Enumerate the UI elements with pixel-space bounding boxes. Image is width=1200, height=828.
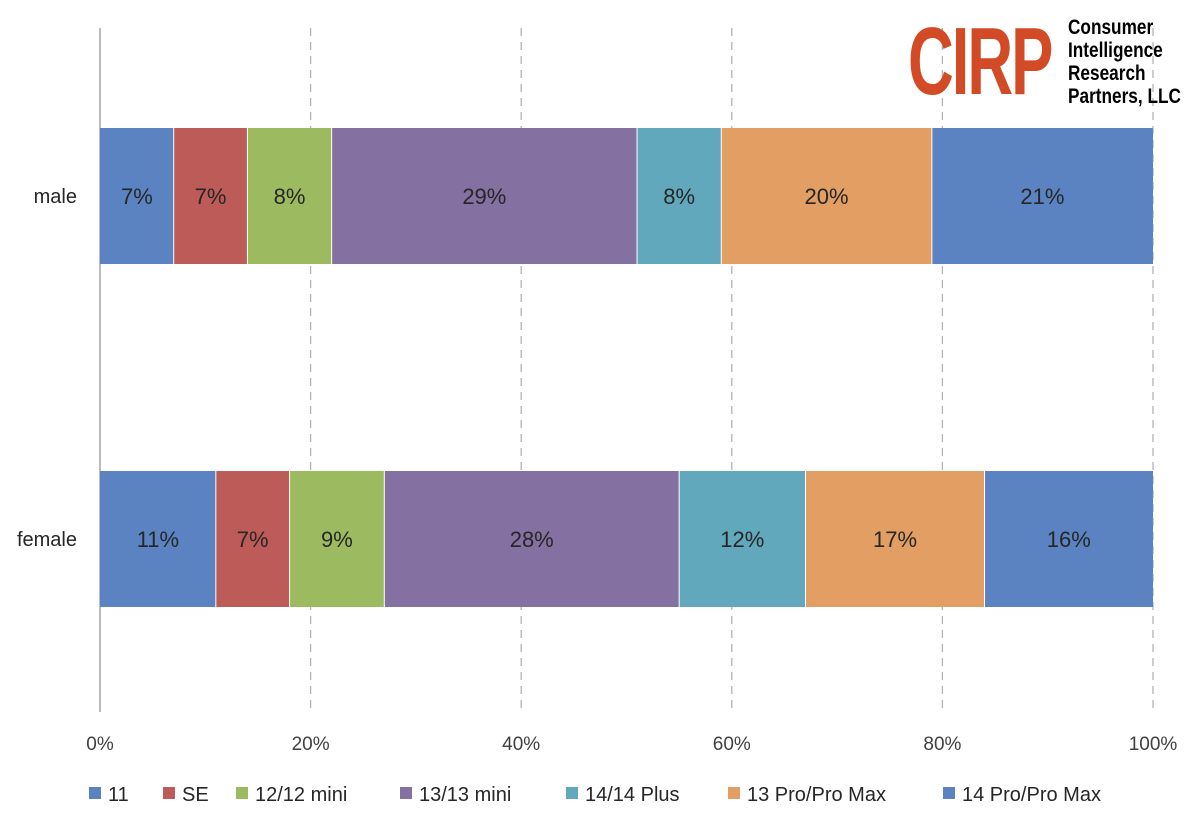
- data-label: 11%: [137, 527, 179, 552]
- bar-segment: [637, 128, 722, 264]
- legend-swatch: [400, 787, 412, 799]
- bar-segment: [247, 128, 332, 264]
- data-label: 28%: [510, 527, 554, 552]
- data-label: 16%: [1047, 527, 1091, 552]
- legend: 11 SE 12/12 mini 13/13 mini 14/14 Plus 13 Pro…: [89, 784, 1101, 806]
- data-label: 29%: [462, 184, 506, 209]
- bar-segments: [100, 128, 1153, 607]
- bar-segment: [931, 128, 1153, 264]
- legend-swatch: [728, 787, 740, 799]
- category-label: female: [17, 529, 77, 551]
- legend-swatch: [943, 787, 955, 799]
- legend-label: SE: [182, 784, 209, 806]
- bar-segment: [215, 471, 290, 607]
- legend-swatch: [236, 787, 248, 799]
- cirp-logo-text: Consumer Intelligence Research Partners,…: [1068, 16, 1181, 108]
- bar-segment: [173, 128, 248, 264]
- cirp-logo-mark: CIRP: [908, 8, 1053, 115]
- x-tick-labels: 0% 20% 40% 60% 80% 100%: [86, 734, 1177, 755]
- data-label: 20%: [805, 184, 849, 209]
- data-label: 8%: [274, 184, 306, 209]
- bar-segment: [384, 471, 680, 607]
- x-tick-label: 100%: [1129, 734, 1178, 755]
- bar-segment: [805, 471, 985, 607]
- legend-label: 14 Pro/Pro Max: [962, 784, 1101, 806]
- data-labels: 7% 7% 8% 29% 8% 20% 21% 11% 7% 9% 28% 12% 17% 16%: [121, 184, 1091, 552]
- category-labels: male female: [17, 186, 77, 551]
- data-label: 21%: [1020, 184, 1064, 209]
- logo-line-3: Research: [1068, 62, 1146, 85]
- category-label: male: [34, 186, 77, 208]
- data-label: 17%: [873, 527, 917, 552]
- bar-segment: [984, 471, 1153, 607]
- bar-segment: [679, 471, 806, 607]
- logo-line-4: Partners, LLC: [1068, 85, 1181, 108]
- x-tick-label: 80%: [923, 734, 961, 755]
- data-label: 7%: [195, 184, 227, 209]
- legend-label: 13 Pro/Pro Max: [747, 784, 886, 806]
- bar-segment: [100, 471, 216, 607]
- bar-segment: [331, 128, 638, 264]
- legend-swatch: [163, 787, 175, 799]
- legend-swatch: [89, 787, 101, 799]
- x-tick-label: 0%: [86, 734, 114, 755]
- bar-segment: [100, 128, 174, 264]
- x-tick-label: 60%: [713, 734, 751, 755]
- cirp-logo: CIRP Consumer Intelligence Research Part…: [908, 12, 1194, 112]
- bar-segment: [721, 128, 932, 264]
- legend-swatch: [566, 787, 578, 799]
- bar-segment: [289, 471, 385, 607]
- data-label: 7%: [237, 527, 269, 552]
- legend-label: 12/12 mini: [255, 784, 347, 806]
- data-label: 8%: [663, 184, 695, 209]
- legend-label: 11: [108, 784, 129, 806]
- data-label: 12%: [720, 527, 764, 552]
- logo-line-2: Intelligence: [1068, 39, 1163, 62]
- legend-label: 14/14 Plus: [585, 784, 680, 806]
- data-label: 7%: [121, 184, 153, 209]
- legend-label: 13/13 mini: [419, 784, 511, 806]
- logo-line-1: Consumer: [1068, 16, 1154, 39]
- data-label: 9%: [321, 527, 353, 552]
- x-tick-label: 40%: [502, 734, 540, 755]
- x-tick-label: 20%: [292, 734, 330, 755]
